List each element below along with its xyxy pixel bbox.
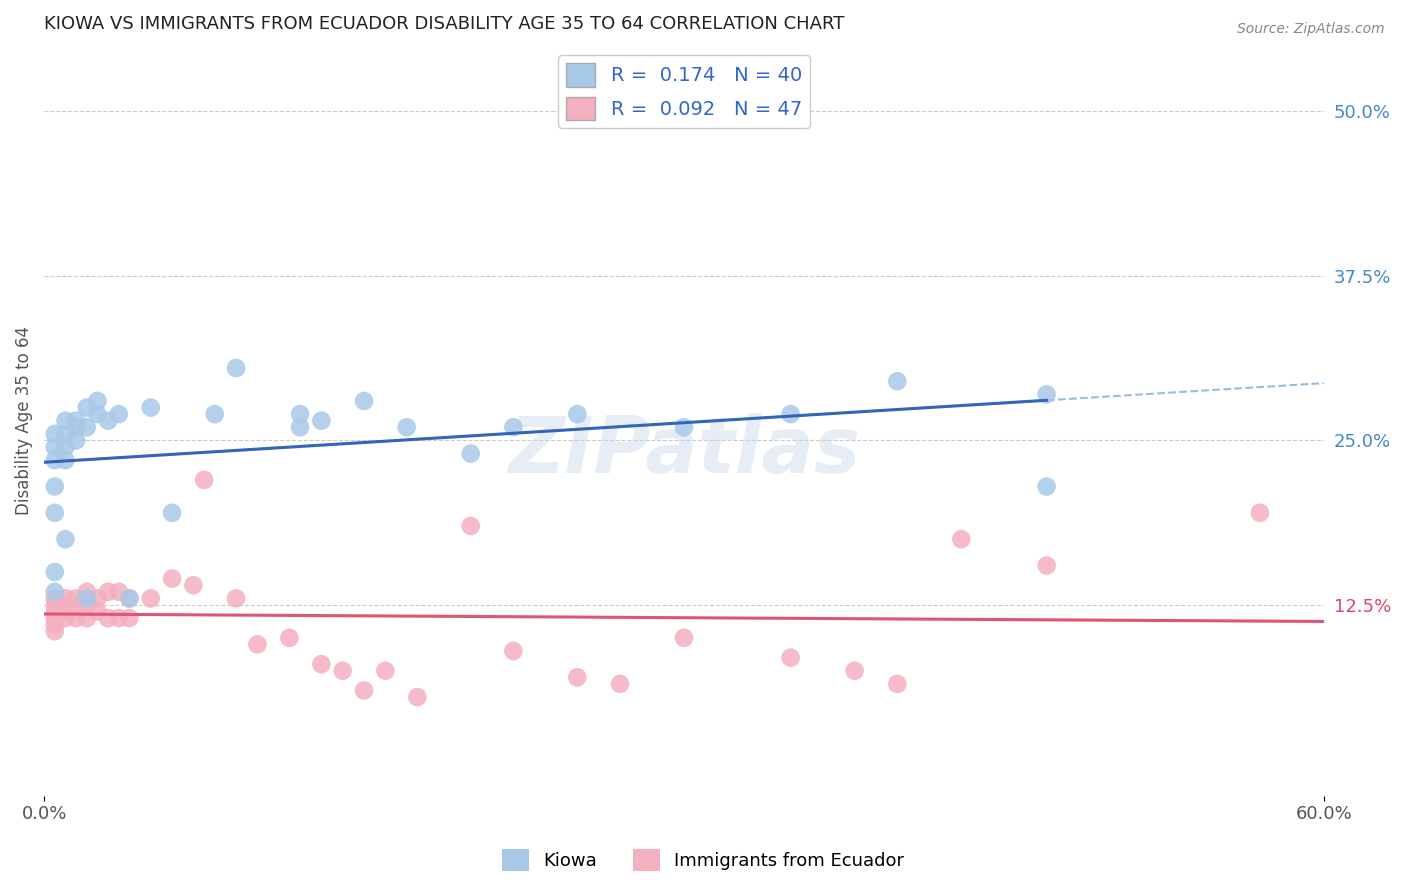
Point [97, 414, 120, 428]
Point [460, 519, 482, 533]
Point [278, 631, 301, 645]
Point [86, 591, 108, 606]
Point [395, 420, 418, 434]
Point [502, 644, 524, 658]
Point [76, 591, 98, 606]
Point [353, 683, 375, 698]
Point [86, 605, 108, 619]
Point [204, 407, 226, 421]
Point [1035, 387, 1057, 401]
Point [118, 611, 141, 625]
Point [65, 611, 87, 625]
Point [55, 414, 77, 428]
Point [76, 584, 98, 599]
Point [502, 420, 524, 434]
Point [44, 617, 66, 632]
Point [65, 591, 87, 606]
Point [65, 420, 87, 434]
Point [55, 440, 77, 454]
Point [44, 624, 66, 639]
Point [672, 631, 695, 645]
Point [311, 657, 333, 672]
Point [44, 584, 66, 599]
Point [44, 598, 66, 612]
Text: ZIPatlas: ZIPatlas [508, 413, 860, 489]
Point [44, 426, 66, 441]
Point [65, 434, 87, 448]
Point [288, 407, 311, 421]
Point [886, 677, 908, 691]
Point [332, 664, 354, 678]
Point [406, 690, 429, 704]
Legend: R =  0.174   N = 40, R =  0.092   N = 47: R = 0.174 N = 40, R = 0.092 N = 47 [558, 55, 810, 128]
Point [1249, 506, 1271, 520]
Point [193, 473, 215, 487]
Point [107, 584, 129, 599]
Point [97, 584, 120, 599]
Text: KIOWA VS IMMIGRANTS FROM ECUADOR DISABILITY AGE 35 TO 64 CORRELATION CHART: KIOWA VS IMMIGRANTS FROM ECUADOR DISABIL… [44, 15, 845, 33]
Point [844, 664, 866, 678]
Point [225, 591, 247, 606]
Point [107, 407, 129, 421]
Point [118, 591, 141, 606]
Point [76, 401, 98, 415]
Legend: Kiowa, Immigrants from Ecuador: Kiowa, Immigrants from Ecuador [495, 842, 911, 879]
Point [183, 578, 205, 592]
Point [160, 506, 183, 520]
Point [44, 479, 66, 493]
Point [118, 591, 141, 606]
Point [76, 611, 98, 625]
Point [65, 414, 87, 428]
Point [76, 598, 98, 612]
Point [55, 598, 77, 612]
Point [353, 394, 375, 409]
Point [374, 664, 396, 678]
Point [311, 414, 333, 428]
Point [55, 611, 77, 625]
Point [288, 420, 311, 434]
Point [76, 420, 98, 434]
Point [55, 426, 77, 441]
Point [609, 677, 631, 691]
Point [44, 565, 66, 579]
Point [567, 407, 589, 421]
Point [139, 591, 162, 606]
Point [55, 532, 77, 546]
Point [86, 407, 108, 421]
Point [1035, 479, 1057, 493]
Point [139, 401, 162, 415]
Point [97, 611, 120, 625]
Point [65, 598, 87, 612]
Point [44, 591, 66, 606]
Point [225, 361, 247, 376]
Point [44, 453, 66, 467]
Point [246, 637, 269, 651]
Point [107, 611, 129, 625]
Point [1035, 558, 1057, 573]
Point [160, 572, 183, 586]
Point [86, 394, 108, 409]
Point [779, 407, 801, 421]
Point [44, 506, 66, 520]
Y-axis label: Disability Age 35 to 64: Disability Age 35 to 64 [15, 326, 32, 516]
Point [460, 447, 482, 461]
Point [672, 420, 695, 434]
Point [44, 605, 66, 619]
Point [950, 532, 973, 546]
Point [44, 440, 66, 454]
Point [55, 453, 77, 467]
Point [779, 650, 801, 665]
Point [44, 611, 66, 625]
Text: Source: ZipAtlas.com: Source: ZipAtlas.com [1237, 22, 1385, 37]
Point [55, 591, 77, 606]
Point [55, 605, 77, 619]
Point [886, 374, 908, 388]
Point [567, 670, 589, 684]
